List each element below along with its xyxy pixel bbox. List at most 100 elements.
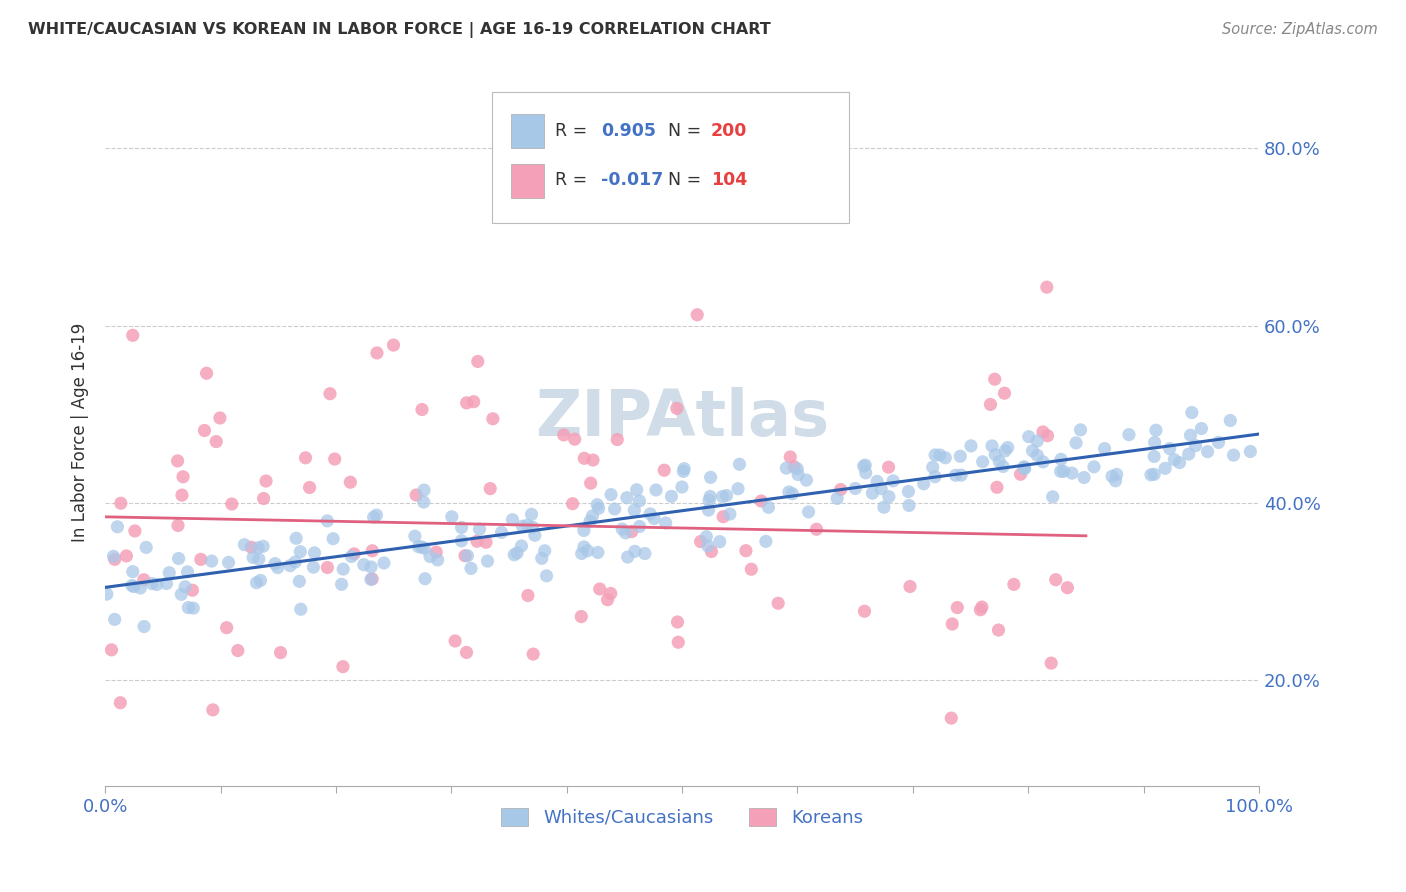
Point	[1104, 474, 1126, 488]
Point	[984, 448, 1007, 462]
Point	[373, 556, 395, 570]
Point	[969, 603, 991, 617]
Point	[1189, 421, 1212, 435]
Point	[699, 470, 721, 484]
Point	[1144, 423, 1167, 437]
Point	[288, 574, 311, 589]
Point	[1239, 444, 1261, 458]
Point	[997, 441, 1019, 455]
Point	[141, 576, 163, 591]
Point	[215, 621, 238, 635]
Point	[929, 448, 952, 462]
Point	[1070, 423, 1092, 437]
Point	[806, 522, 828, 536]
Point	[709, 534, 731, 549]
Point	[503, 548, 526, 562]
Point	[413, 483, 436, 497]
Point	[104, 612, 127, 626]
Point	[711, 490, 734, 504]
Point	[1163, 452, 1185, 467]
Point	[363, 510, 385, 524]
FancyBboxPatch shape	[512, 114, 544, 148]
Point	[898, 580, 921, 594]
Point	[586, 545, 609, 559]
Point	[1012, 459, 1035, 474]
FancyBboxPatch shape	[492, 92, 849, 223]
Point	[1184, 439, 1206, 453]
Point	[536, 569, 558, 583]
Point	[579, 514, 602, 528]
Point	[666, 615, 689, 629]
Point	[898, 499, 921, 513]
Point	[1026, 434, 1049, 448]
Point	[195, 366, 218, 380]
Point	[897, 484, 920, 499]
Point	[1083, 459, 1105, 474]
Point	[1045, 573, 1067, 587]
Point	[934, 450, 956, 465]
Point	[877, 460, 900, 475]
Point	[193, 424, 215, 438]
Point	[981, 439, 1004, 453]
Point	[983, 372, 1005, 386]
Point	[672, 464, 695, 478]
Legend: Whites/Caucasians, Koreans: Whites/Caucasians, Koreans	[494, 800, 870, 834]
Point	[778, 485, 800, 500]
Point	[278, 558, 301, 573]
Point	[254, 474, 277, 488]
Point	[638, 507, 661, 521]
Point	[582, 453, 605, 467]
Point	[294, 450, 316, 465]
Point	[412, 495, 434, 509]
Point	[852, 459, 875, 474]
Point	[616, 549, 638, 564]
Point	[339, 475, 361, 490]
Point	[467, 354, 489, 368]
Point	[247, 541, 270, 555]
Point	[96, 587, 118, 601]
Point	[960, 439, 983, 453]
Point	[366, 508, 388, 523]
Point	[783, 459, 806, 474]
Point	[797, 505, 820, 519]
Point	[579, 476, 602, 491]
Point	[316, 514, 339, 528]
Point	[177, 600, 200, 615]
Point	[1021, 443, 1043, 458]
Point	[853, 458, 876, 473]
Point	[924, 469, 946, 483]
Point	[129, 581, 152, 595]
Point	[510, 539, 533, 553]
Point	[343, 547, 366, 561]
Point	[506, 546, 529, 560]
Point	[155, 576, 177, 591]
Point	[1222, 448, 1244, 462]
Point	[361, 543, 384, 558]
Point	[787, 467, 810, 482]
Point	[460, 561, 482, 575]
Point	[110, 696, 132, 710]
Point	[623, 503, 645, 517]
Point	[450, 520, 472, 534]
Point	[572, 540, 595, 554]
Point	[501, 513, 523, 527]
Point	[581, 508, 603, 523]
Point	[634, 547, 657, 561]
Point	[252, 539, 274, 553]
Point	[941, 711, 963, 725]
Point	[994, 443, 1017, 458]
Point	[332, 659, 354, 673]
Point	[796, 473, 818, 487]
Point	[1177, 447, 1199, 461]
Point	[411, 402, 433, 417]
Point	[912, 476, 935, 491]
Point	[247, 552, 270, 566]
Point	[606, 433, 628, 447]
Point	[626, 483, 648, 497]
Point	[825, 491, 848, 506]
Point	[870, 482, 893, 496]
Point	[1143, 450, 1166, 464]
Point	[574, 451, 596, 466]
Point	[522, 520, 544, 534]
Point	[520, 508, 543, 522]
